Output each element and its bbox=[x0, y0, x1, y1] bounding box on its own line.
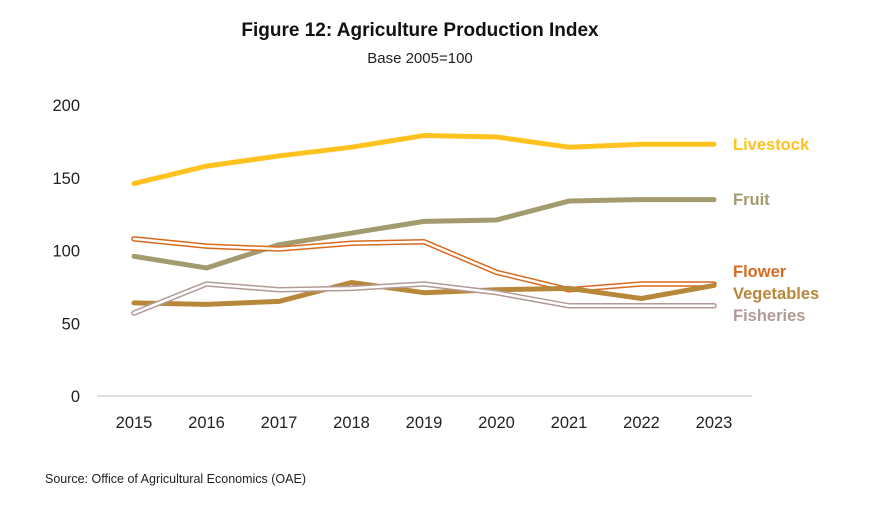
series-line-vegetables bbox=[131, 280, 717, 307]
series-label-fisheries: Fisheries bbox=[733, 307, 805, 325]
series-line-livestock bbox=[131, 133, 717, 187]
y-tick-label: 100 bbox=[52, 243, 80, 261]
y-tick-label: 50 bbox=[62, 315, 80, 333]
x-tick-label: 2020 bbox=[478, 414, 515, 432]
axes: 0 50 100 150 200 2015 2016 2017 2018 2019 2020 2021… bbox=[52, 97, 752, 432]
y-tick-label: 200 bbox=[52, 97, 80, 115]
x-tick-label: 2019 bbox=[406, 414, 443, 432]
series-labels: Livestock Fruit Flower Vegetables Fisheries bbox=[733, 136, 819, 325]
series-label-vegetables: Vegetables bbox=[733, 285, 819, 303]
series-lines bbox=[131, 133, 717, 316]
series-label-fruit: Fruit bbox=[733, 191, 770, 209]
y-tick-label: 0 bbox=[71, 388, 80, 406]
source-note: Source: Office of Agricultural Economics… bbox=[45, 472, 306, 486]
series-line-fruit bbox=[131, 197, 717, 271]
x-tick-label: 2021 bbox=[551, 414, 588, 432]
x-tick-label: 2016 bbox=[188, 414, 225, 432]
chart-title: Figure 12: Agriculture Production Index bbox=[241, 20, 599, 41]
y-tick-label: 150 bbox=[52, 170, 80, 188]
series-line-inner-fisheries bbox=[132, 282, 716, 315]
series-label-flower: Flower bbox=[733, 263, 787, 281]
series-line-inner-flower bbox=[132, 237, 716, 292]
x-tick-label: 2017 bbox=[261, 414, 298, 432]
x-tick-label: 2023 bbox=[696, 414, 733, 432]
series-label-livestock: Livestock bbox=[733, 136, 810, 154]
x-tick-label: 2015 bbox=[116, 414, 153, 432]
x-tick-label: 2022 bbox=[623, 414, 660, 432]
chart-subtitle: Base 2005=100 bbox=[367, 50, 473, 67]
x-tick-label: 2018 bbox=[333, 414, 370, 432]
